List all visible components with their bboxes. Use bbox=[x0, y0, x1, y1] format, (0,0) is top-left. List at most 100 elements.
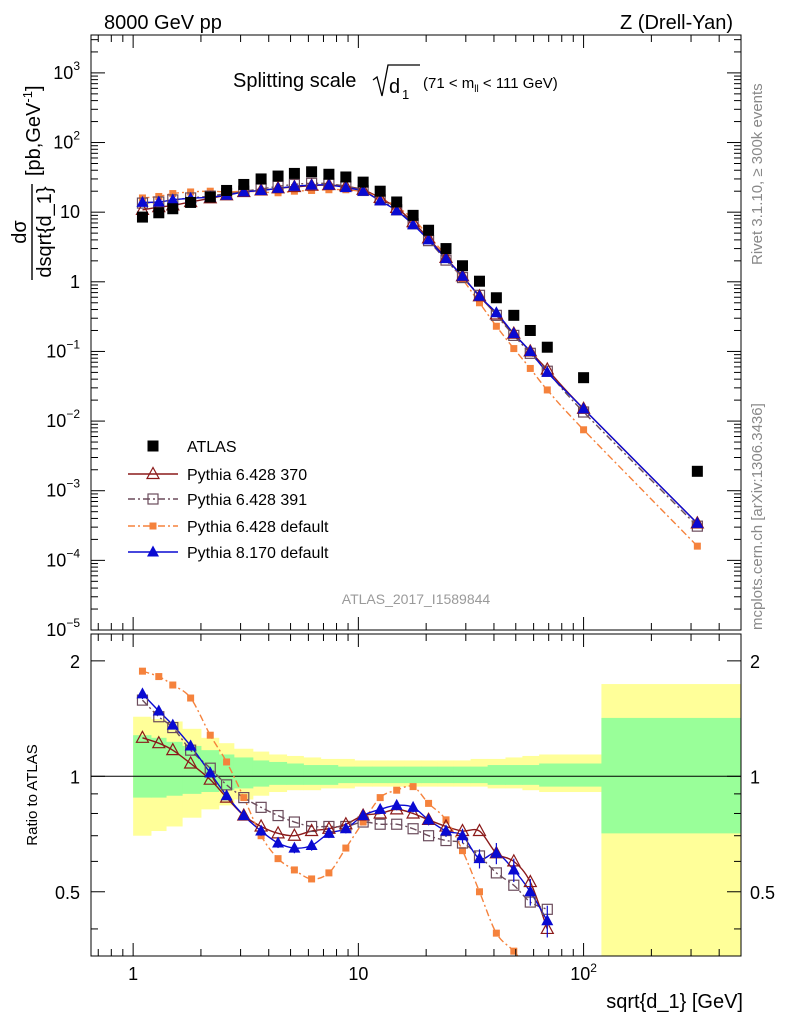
ratio-point-p6def bbox=[169, 681, 177, 689]
ratio-point-p6def bbox=[425, 799, 433, 807]
main-point-atlas bbox=[407, 209, 419, 221]
main-point-p8def bbox=[374, 194, 387, 206]
main-point-atlas bbox=[255, 173, 267, 185]
ratio-band-inner bbox=[522, 765, 540, 785]
ratio-point-p370 bbox=[287, 827, 302, 841]
main-y-tick-label-sup: −1 bbox=[66, 337, 80, 351]
legend: ATLAS Pythia 6.428 370 Pythia 6.428 391 Pyt… bbox=[128, 439, 329, 562]
main-point-atlas bbox=[221, 184, 233, 196]
ratio-point-p8def bbox=[322, 826, 335, 838]
main-point-p8def bbox=[237, 185, 250, 197]
ratio-point-p370 bbox=[472, 823, 487, 837]
ratio-y-tick-label: 1 bbox=[70, 767, 80, 787]
main-point-atlas bbox=[578, 372, 590, 384]
ratio-point-p391 bbox=[288, 816, 300, 828]
ratio-point-p6def bbox=[510, 947, 518, 955]
main-point-p6def bbox=[492, 322, 500, 330]
main-y-tick-label-sup: −4 bbox=[66, 546, 80, 560]
main-point-p6def bbox=[526, 364, 534, 372]
ratio-point-p6def bbox=[308, 875, 316, 883]
plot-title-range-sub: ll bbox=[474, 84, 478, 95]
ratio-point-p6def bbox=[376, 794, 384, 802]
plot-title: Splitting scale d 1 (71 < mll < 111 GeV) bbox=[233, 64, 558, 102]
main-point-p8def bbox=[136, 195, 149, 207]
ratio-band-inner bbox=[286, 763, 304, 785]
main-point-atlas bbox=[456, 260, 468, 272]
ratio-point-p370 bbox=[165, 742, 180, 756]
main-y-tick-label-sup: −2 bbox=[66, 407, 80, 421]
ratio-point-p370 bbox=[406, 805, 421, 819]
analysis-id: ATLAS_2017_I1589844 bbox=[342, 591, 491, 607]
main-point-p8def bbox=[490, 306, 503, 318]
main-point-atlas bbox=[423, 224, 435, 236]
ratio-point-p6def bbox=[393, 786, 401, 794]
main-point-atlas bbox=[691, 465, 703, 477]
main-point-atlas bbox=[288, 167, 300, 179]
sqrt-symbol bbox=[372, 64, 420, 97]
header-right: Z (Drell-Yan) bbox=[620, 12, 733, 34]
ratio-y-tick-label-right: 2 bbox=[750, 652, 760, 672]
ratio-point-p391 bbox=[272, 809, 284, 822]
main-point-p6def bbox=[580, 426, 588, 434]
plot-title-subscript: 1 bbox=[402, 87, 409, 102]
ratio-band-inner bbox=[268, 761, 288, 785]
ratio-y-tick-label-right: 0.5 bbox=[750, 883, 775, 903]
rivet-version-label: Rivet 3.1.10, ≥ 300k events bbox=[749, 83, 766, 265]
main-point-p8def bbox=[357, 184, 370, 196]
ratio-point-p8def bbox=[237, 809, 250, 821]
ratio-band-inner bbox=[182, 745, 202, 794]
ratio-band-inner bbox=[421, 766, 439, 784]
ratio-band-inner bbox=[252, 760, 270, 787]
ratio-band-inner bbox=[505, 765, 523, 785]
main-point-p8def bbox=[440, 252, 453, 264]
main-point-atlas bbox=[508, 309, 520, 321]
main-point-atlas bbox=[440, 243, 452, 255]
main-y-tick-label: 1 bbox=[70, 272, 80, 292]
main-point-p8def bbox=[577, 402, 590, 414]
ylabel-unit-text: [pb,GeV bbox=[23, 102, 45, 176]
main-point-p8def bbox=[322, 178, 335, 190]
main-point-atlas bbox=[136, 211, 148, 223]
ratio-ylabel: Ratio to ATLAS bbox=[24, 744, 41, 845]
ratio-point-p391 bbox=[490, 867, 502, 879]
main-point-atlas bbox=[153, 207, 165, 219]
ratio-point-p8def bbox=[204, 766, 217, 778]
main-point-p6def bbox=[510, 345, 518, 353]
x-axis-label: sqrt{d_1} [GeV] bbox=[606, 991, 743, 1013]
ratio-point-p391 bbox=[238, 792, 250, 804]
ratio-point-p8def bbox=[490, 846, 503, 858]
main-y-tick-label: 10−4 bbox=[46, 546, 80, 570]
ratio-plot-frame bbox=[90, 633, 742, 957]
ratio-point-p8def bbox=[166, 718, 179, 730]
main-point-p6def bbox=[543, 386, 551, 394]
ratio-point-p6def bbox=[290, 866, 298, 874]
plot-title-range: (71 < mll < 111 GeV) bbox=[423, 75, 558, 95]
ratio-band-inner bbox=[561, 763, 602, 787]
x-tick-label: 10 bbox=[348, 964, 368, 984]
ratio-band-inner bbox=[601, 717, 741, 834]
ratio-point-p8def bbox=[184, 739, 197, 751]
ratio-point-p6def bbox=[544, 985, 551, 992]
ylabel-denominator: dsqrt{d_1} bbox=[34, 186, 56, 278]
ratio-band-inner bbox=[150, 737, 167, 798]
ratio-data-layer bbox=[91, 667, 741, 992]
plot-title-text: Splitting scale bbox=[233, 70, 356, 92]
main-y-tick-label: 10−3 bbox=[46, 477, 80, 501]
main-point-atlas bbox=[167, 203, 179, 215]
ratio-point-p8def bbox=[507, 863, 520, 875]
main-point-atlas bbox=[306, 166, 318, 178]
x-tick-label-sup: 2 bbox=[590, 961, 597, 975]
ratio-point-p6def bbox=[325, 869, 333, 877]
ratio-point-p391 bbox=[422, 830, 435, 842]
main-point-p6def bbox=[693, 542, 701, 550]
main-point-atlas bbox=[541, 341, 553, 353]
legend-label-p391: Pythia 6.428 391 bbox=[187, 492, 307, 509]
ylabel-unit-sup: -1 bbox=[20, 91, 35, 103]
legend-label-p6def: Pythia 6.428 default bbox=[187, 519, 329, 536]
main-x-ticks bbox=[97, 35, 742, 630]
ratio-point-p391 bbox=[407, 823, 419, 835]
ratio-point-p391 bbox=[305, 820, 318, 833]
ratio-band-inner bbox=[166, 741, 183, 796]
ratio-point-p6def bbox=[492, 929, 500, 937]
